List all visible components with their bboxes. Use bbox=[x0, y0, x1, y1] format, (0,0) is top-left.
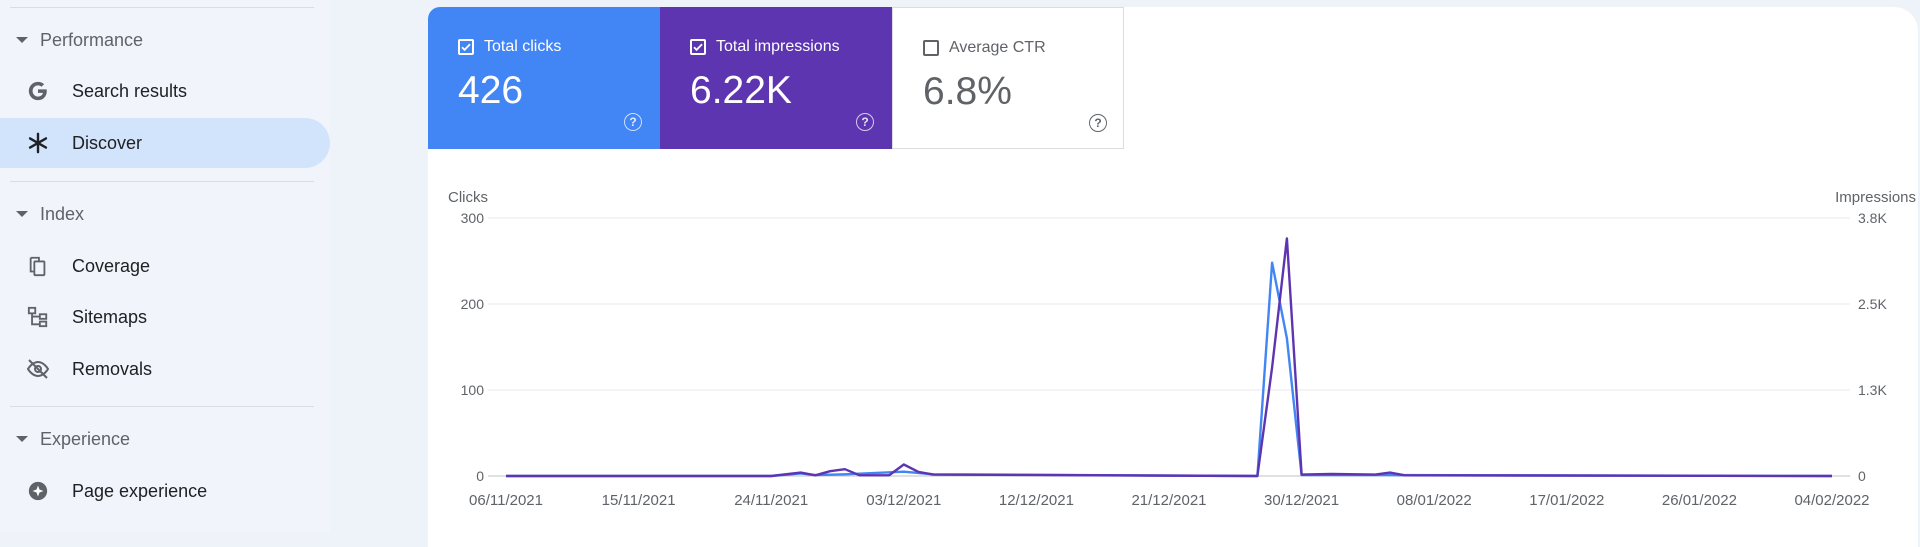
sidebar-item-label: Page experience bbox=[72, 480, 208, 501]
metric-average-ctr[interactable]: Average CTR 6.8% ? bbox=[892, 7, 1124, 149]
section-experience[interactable]: Experience bbox=[0, 419, 130, 459]
sidebar-item-coverage[interactable]: Coverage bbox=[0, 241, 330, 291]
y-tick-left: 200 bbox=[461, 296, 485, 312]
performance-card: Total clicks 426 ? Total impressions 6.2… bbox=[428, 7, 1918, 547]
asterisk-icon bbox=[25, 130, 51, 156]
y-tick-right: 2.5K bbox=[1858, 296, 1887, 312]
metric-label: Total impressions bbox=[716, 38, 840, 55]
help-icon[interactable]: ? bbox=[1089, 114, 1107, 132]
x-tick-label: 30/12/2021 bbox=[1264, 492, 1339, 509]
x-tick-label: 08/01/2022 bbox=[1397, 492, 1472, 509]
y-tick-left: 100 bbox=[461, 382, 485, 398]
plus-circle-icon bbox=[25, 478, 51, 504]
checkbox-checked-icon[interactable] bbox=[458, 39, 474, 55]
sidebar-item-label: Removals bbox=[72, 358, 153, 379]
section-title: Performance bbox=[40, 29, 144, 50]
metric-value: 426 bbox=[458, 69, 524, 112]
sidebar-item-label: Discover bbox=[72, 132, 143, 153]
section-title: Index bbox=[40, 203, 85, 224]
metric-total-clicks[interactable]: Total clicks 426 ? bbox=[428, 7, 660, 149]
series-line-clicks bbox=[506, 261, 1833, 478]
performance-chart: Clicks Impressions 0 0 100 1.3K 200 2.5K 300 3.8K… bbox=[448, 189, 1916, 509]
x-tick-label: 24/11/2021 bbox=[734, 492, 808, 509]
y-tick-right: 3.8K bbox=[1858, 210, 1887, 226]
checkbox-checked-icon[interactable] bbox=[690, 39, 706, 55]
metric-total-impressions[interactable]: Total impressions 6.22K ? bbox=[660, 7, 892, 149]
sidebar-divider bbox=[10, 7, 314, 8]
y-tick-left: 0 bbox=[476, 468, 484, 484]
sidebar-item-discover[interactable]: Discover bbox=[0, 118, 330, 168]
x-tick-label: 15/11/2021 bbox=[602, 492, 676, 509]
x-tick-label: 03/12/2021 bbox=[866, 492, 941, 509]
y-tick-right: 1.3K bbox=[1858, 382, 1887, 398]
help-icon[interactable]: ? bbox=[624, 113, 642, 131]
sitemap-icon bbox=[25, 304, 51, 330]
x-tick-label: 17/01/2022 bbox=[1529, 492, 1604, 509]
sidebar-item-removals[interactable]: Removals bbox=[0, 344, 330, 394]
sidebar-item-page-experience[interactable]: Page experience bbox=[0, 466, 330, 516]
sidebar-divider bbox=[10, 181, 314, 182]
sidebar-divider bbox=[10, 406, 314, 407]
copy-pages-icon bbox=[25, 253, 51, 279]
section-performance[interactable]: Performance bbox=[0, 20, 143, 60]
sidebar-item-label: Search results bbox=[72, 80, 188, 101]
sidebar-item-label: Sitemaps bbox=[72, 306, 148, 327]
caret-down-icon bbox=[16, 436, 28, 442]
eye-off-icon bbox=[25, 356, 51, 382]
google-g-icon bbox=[25, 78, 51, 104]
caret-down-icon bbox=[16, 37, 28, 43]
metric-value: 6.8% bbox=[923, 70, 1012, 113]
metric-value: 6.22K bbox=[690, 69, 792, 112]
help-icon[interactable]: ? bbox=[856, 113, 874, 131]
sidebar-item-sitemaps[interactable]: Sitemaps bbox=[0, 292, 330, 342]
x-tick-label: 26/01/2022 bbox=[1662, 492, 1737, 509]
y-tick-left: 300 bbox=[461, 210, 485, 226]
x-tick-label: 12/12/2021 bbox=[999, 492, 1074, 509]
sidebar-item-search-results[interactable]: Search results bbox=[0, 66, 330, 116]
y-axis-label-left: Clicks bbox=[448, 189, 488, 206]
caret-down-icon bbox=[16, 211, 28, 217]
metric-label: Total clicks bbox=[484, 38, 562, 55]
section-title: Experience bbox=[40, 428, 131, 449]
y-tick-right: 0 bbox=[1858, 468, 1866, 484]
x-tick-label: 04/02/2022 bbox=[1794, 492, 1869, 509]
x-tick-label: 06/11/2021 bbox=[469, 492, 543, 509]
x-tick-label: 21/12/2021 bbox=[1131, 492, 1206, 509]
checkbox-unchecked-icon[interactable] bbox=[923, 40, 939, 56]
sidebar: Performance Search results Discover Inde… bbox=[0, 0, 330, 532]
sidebar-item-label: Coverage bbox=[72, 255, 151, 276]
metric-label: Average CTR bbox=[949, 39, 1046, 56]
y-axis-label-right: Impressions bbox=[1835, 189, 1916, 206]
section-index[interactable]: Index bbox=[0, 194, 84, 234]
series-line-impressions bbox=[506, 237, 1833, 478]
